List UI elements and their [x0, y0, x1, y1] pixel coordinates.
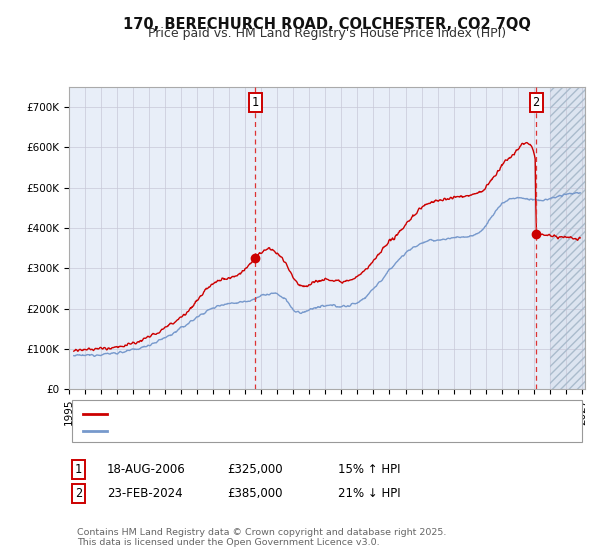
Text: 2: 2	[75, 487, 82, 501]
Text: 15% ↑ HPI: 15% ↑ HPI	[338, 463, 400, 476]
Text: 21% ↓ HPI: 21% ↓ HPI	[338, 487, 400, 501]
Text: 18-AUG-2006: 18-AUG-2006	[107, 463, 185, 476]
Bar	[550, 87, 585, 389]
Text: 23-FEB-2024: 23-FEB-2024	[107, 487, 182, 501]
Text: £385,000: £385,000	[227, 487, 283, 501]
Text: 1: 1	[252, 96, 259, 109]
Text: £325,000: £325,000	[227, 463, 283, 476]
Text: Contains HM Land Registry data © Crown copyright and database right 2025.
This d: Contains HM Land Registry data © Crown c…	[77, 528, 446, 547]
Text: Price paid vs. HM Land Registry's House Price Index (HPI): Price paid vs. HM Land Registry's House …	[148, 27, 506, 40]
Bar	[550, 87, 585, 389]
Text: 170, BERECHURCH ROAD, COLCHESTER, CO2 7QQ: 170, BERECHURCH ROAD, COLCHESTER, CO2 7Q…	[123, 17, 531, 32]
Text: 1: 1	[75, 463, 82, 476]
Text: 170, BERECHURCH ROAD, COLCHESTER, CO2 7QQ (detached house): 170, BERECHURCH ROAD, COLCHESTER, CO2 7Q…	[112, 409, 495, 419]
Text: 2: 2	[533, 96, 539, 109]
Text: HPI: Average price, detached house, Colchester: HPI: Average price, detached house, Colc…	[112, 426, 377, 436]
